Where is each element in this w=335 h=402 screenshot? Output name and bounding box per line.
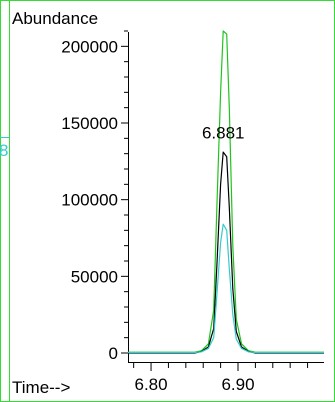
y-tick-label: 150000 xyxy=(61,114,118,133)
series-lines xyxy=(128,30,324,354)
x-axis-title: Time--> xyxy=(12,378,70,397)
series-line-3 xyxy=(128,223,324,354)
x-tick-label: 6.80 xyxy=(134,375,167,394)
y-tick-label: 100000 xyxy=(61,191,118,210)
series-line-2 xyxy=(128,151,324,354)
series-line-1 xyxy=(128,30,324,353)
x-ticks: 6.80 6.90 xyxy=(133,363,309,394)
y-ticks: 0 50000 100000 150000 200000 xyxy=(61,30,128,363)
side-glyph: 8 xyxy=(0,141,8,160)
y-tick-label: 200000 xyxy=(61,37,118,56)
y-axis-title: Abundance xyxy=(12,9,98,28)
y-tick-label: 50000 xyxy=(71,267,118,286)
y-tick-label: 0 xyxy=(109,344,118,363)
peak-label: 6.881 xyxy=(202,123,245,142)
x-tick-label: 6.90 xyxy=(221,375,254,394)
